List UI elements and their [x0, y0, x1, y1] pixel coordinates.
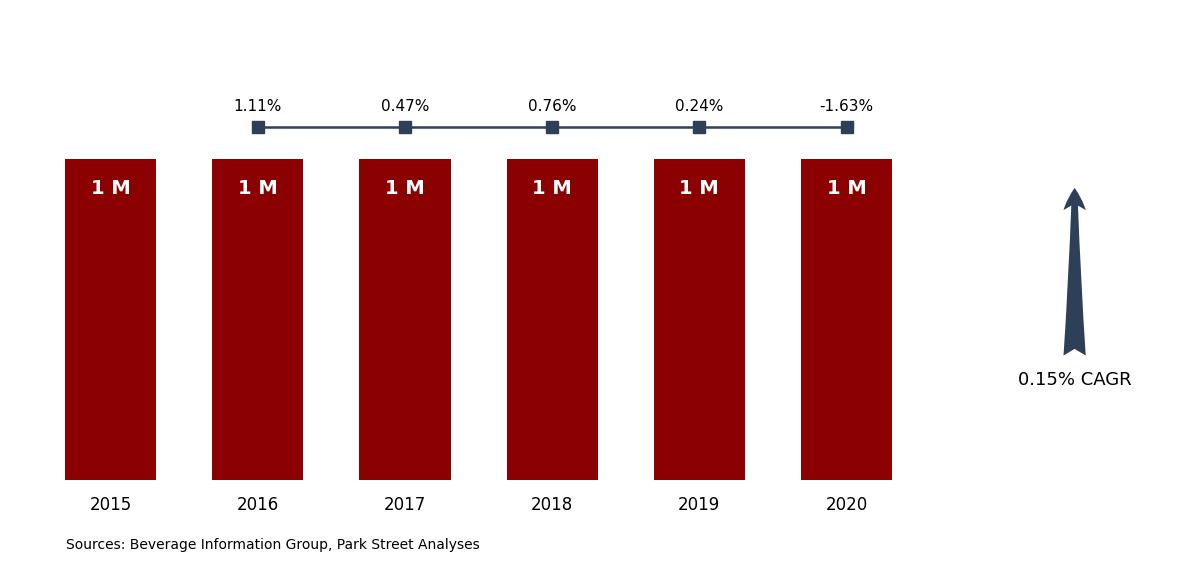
Bar: [212, 159, 304, 480]
Text: 1 M: 1 M: [533, 178, 572, 198]
Text: 0.47%: 0.47%: [380, 100, 430, 114]
Text: 1 M: 1 M: [238, 178, 277, 198]
Text: 1 M: 1 M: [385, 178, 425, 198]
Bar: [359, 159, 451, 480]
Text: 1 M: 1 M: [679, 178, 719, 198]
Bar: [65, 159, 156, 480]
Text: 1 M: 1 M: [827, 178, 866, 198]
Text: 0.15% CAGR: 0.15% CAGR: [1018, 371, 1132, 389]
Text: 0.24%: 0.24%: [676, 100, 724, 114]
Text: Sources: Beverage Information Group, Park Street Analyses: Sources: Beverage Information Group, Par…: [66, 538, 480, 552]
Bar: [506, 159, 598, 480]
Text: 1 M: 1 M: [91, 178, 131, 198]
Bar: [800, 159, 892, 480]
Bar: [654, 159, 745, 480]
Text: -1.63%: -1.63%: [820, 100, 874, 114]
Text: 0.76%: 0.76%: [528, 100, 576, 114]
Text: 1.11%: 1.11%: [234, 100, 282, 114]
